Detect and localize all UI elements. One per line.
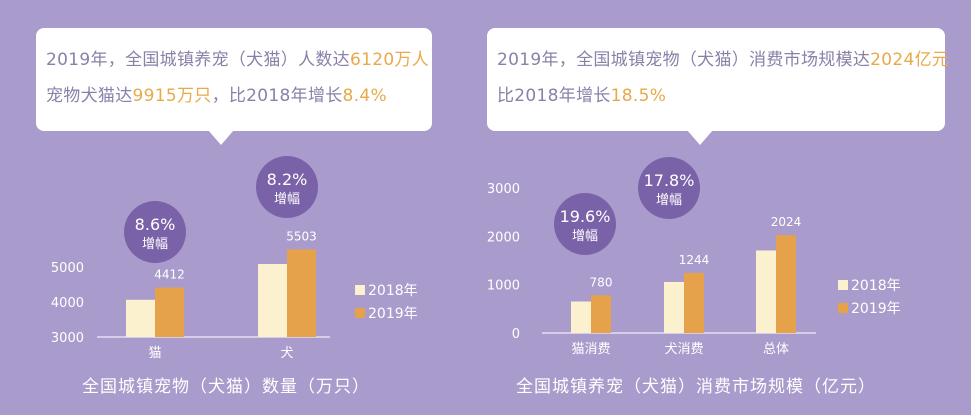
chart-title-pet-count: 全国城镇宠物（犬猫）数量（万只）	[82, 377, 370, 397]
y-tick-label: 1000	[487, 279, 520, 294]
legend-swatch	[838, 280, 848, 290]
callout-market-size: 2019年，全国城镇宠物（犬猫）消费市场规模达2024亿元 比2018年增长18…	[487, 28, 949, 145]
growth-badge	[124, 201, 186, 263]
highlight-text: 9915万只	[132, 86, 212, 106]
y-tick-label: 3000	[487, 182, 520, 197]
callout-pointer	[687, 130, 713, 145]
y-tick-label: 2000	[487, 230, 520, 245]
legend-swatch	[355, 285, 365, 295]
y-tick-label: 0	[512, 327, 520, 342]
bar-2018	[258, 263, 287, 337]
data-label: 2024	[771, 215, 802, 229]
highlight-text: 18.5%	[610, 86, 667, 106]
bar-2019	[287, 249, 316, 337]
x-tick-label: 猫	[148, 346, 161, 361]
callout-line: 比2018年增长18.5%	[497, 78, 945, 114]
y-tick-label: 3000	[51, 331, 84, 346]
growth-badge-label: 增幅	[142, 237, 168, 252]
growth-badge-value: 17.8%	[644, 171, 695, 190]
x-tick-label: 犬	[280, 346, 293, 361]
highlight-text: 8.4%	[342, 86, 387, 106]
callout-line: 宠物犬猫达9915万只，比2018年增长8.4%	[46, 78, 432, 114]
y-tick-label: 4000	[51, 296, 84, 311]
growth-badge	[256, 156, 318, 218]
chart-title-market-size: 全国城镇养宠（犬猫）消费市场规模（亿元）	[516, 377, 876, 397]
growth-badge-label: 增幅	[274, 192, 300, 207]
callout-line: 2019年，全国城镇宠物（犬猫）消费市场规模达2024亿元	[497, 42, 949, 78]
callout-line: 2019年，全国城镇养宠（犬猫）人数达6120万人	[46, 42, 432, 78]
highlight-text: 6120万人	[349, 50, 430, 70]
highlight-text: 2024亿元	[870, 50, 950, 70]
growth-badge-label: 增幅	[572, 229, 598, 244]
growth-badge-value: 8.2%	[267, 170, 308, 189]
callout-pet-count: 2019年，全国城镇养宠（犬猫）人数达6120万人 宠物犬猫达9915万只，比2…	[36, 28, 432, 145]
data-label: 1244	[679, 253, 710, 267]
bar-2018	[571, 301, 591, 333]
legend-swatch	[355, 308, 365, 318]
bar-2018	[664, 281, 684, 333]
bar-2018	[756, 250, 776, 333]
bar-2019	[155, 287, 184, 337]
x-tick-label: 猫消费	[571, 342, 610, 357]
bar-2019	[684, 272, 704, 333]
callout-text: 宠物犬猫达	[46, 86, 133, 106]
growth-badge	[554, 193, 616, 255]
callout-text: 比2018年增长	[497, 86, 611, 106]
legend-label: 2018年	[368, 283, 418, 299]
data-label: 5503	[286, 229, 317, 243]
callout-text: 2019年，全国城镇宠物（犬猫）消费市场规模达	[497, 50, 871, 70]
legend-label: 2019年	[851, 301, 901, 317]
callout-text: ，比2018年增长	[211, 86, 343, 106]
legend-swatch	[838, 303, 848, 313]
x-tick-label: 总体	[763, 342, 789, 357]
legend-label: 2019年	[368, 306, 418, 322]
growth-badge-value: 19.6%	[560, 207, 611, 226]
data-label: 780	[590, 275, 613, 289]
growth-badge	[638, 157, 700, 219]
y-tick-label: 5000	[51, 261, 84, 276]
growth-badge-value: 8.6%	[135, 215, 176, 234]
callout-text: 2019年，全国城镇养宠（犬猫）人数达	[46, 50, 350, 70]
x-tick-label: 犬消费	[664, 342, 703, 357]
callout-pointer	[208, 130, 234, 145]
bar-2019	[591, 295, 611, 333]
data-label: 4412	[154, 268, 185, 282]
bar-2019	[776, 235, 796, 333]
bar-2018	[126, 299, 155, 337]
legend-label: 2018年	[851, 278, 901, 294]
growth-badge-label: 增幅	[656, 193, 682, 208]
